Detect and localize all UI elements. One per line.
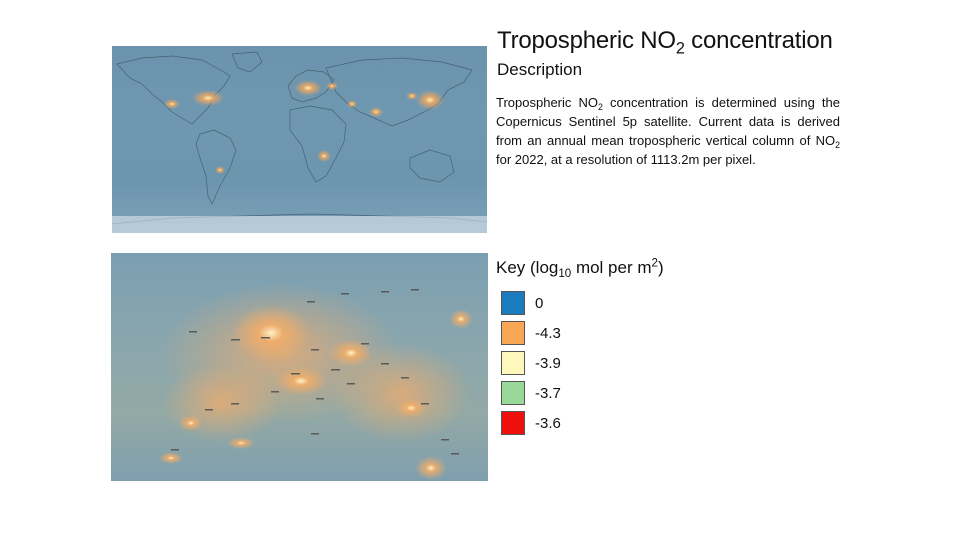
legend-label: -3.7 <box>535 384 561 402</box>
page-title: Tropospheric NO2 concentration <box>497 27 833 58</box>
regional-emission-field <box>159 283 473 480</box>
city-markers <box>171 289 459 455</box>
legend: 0 -4.3 -3.9 -3.7 -3.6 <box>501 288 561 438</box>
legend-label: 0 <box>535 294 544 312</box>
legend-swatch <box>501 321 525 345</box>
polar-ice <box>112 216 487 233</box>
legend-item: -4.3 <box>501 318 561 348</box>
world-no2-map <box>112 46 487 233</box>
legend-swatch <box>501 291 525 315</box>
legend-item: -3.6 <box>501 408 561 438</box>
legend-label: -3.9 <box>535 354 561 372</box>
legend-label: -3.6 <box>535 414 561 432</box>
legend-item: 0 <box>501 288 561 318</box>
no2-hotspots <box>164 80 444 174</box>
regional-map-graphic <box>159 283 473 480</box>
legend-swatch <box>501 411 525 435</box>
world-map-graphic <box>112 51 487 233</box>
legend-item: -3.7 <box>501 378 561 408</box>
key-heading: Key (log10 mol per m2) <box>496 257 664 281</box>
regional-no2-map <box>111 253 488 481</box>
legend-swatch <box>501 351 525 375</box>
description-text: Tropospheric NO2 concentration is determ… <box>496 95 841 167</box>
description-heading: Description <box>497 60 583 79</box>
legend-swatch <box>501 381 525 405</box>
legend-label: -4.3 <box>535 324 561 342</box>
legend-item: -3.9 <box>501 348 561 378</box>
coastlines <box>112 51 487 225</box>
